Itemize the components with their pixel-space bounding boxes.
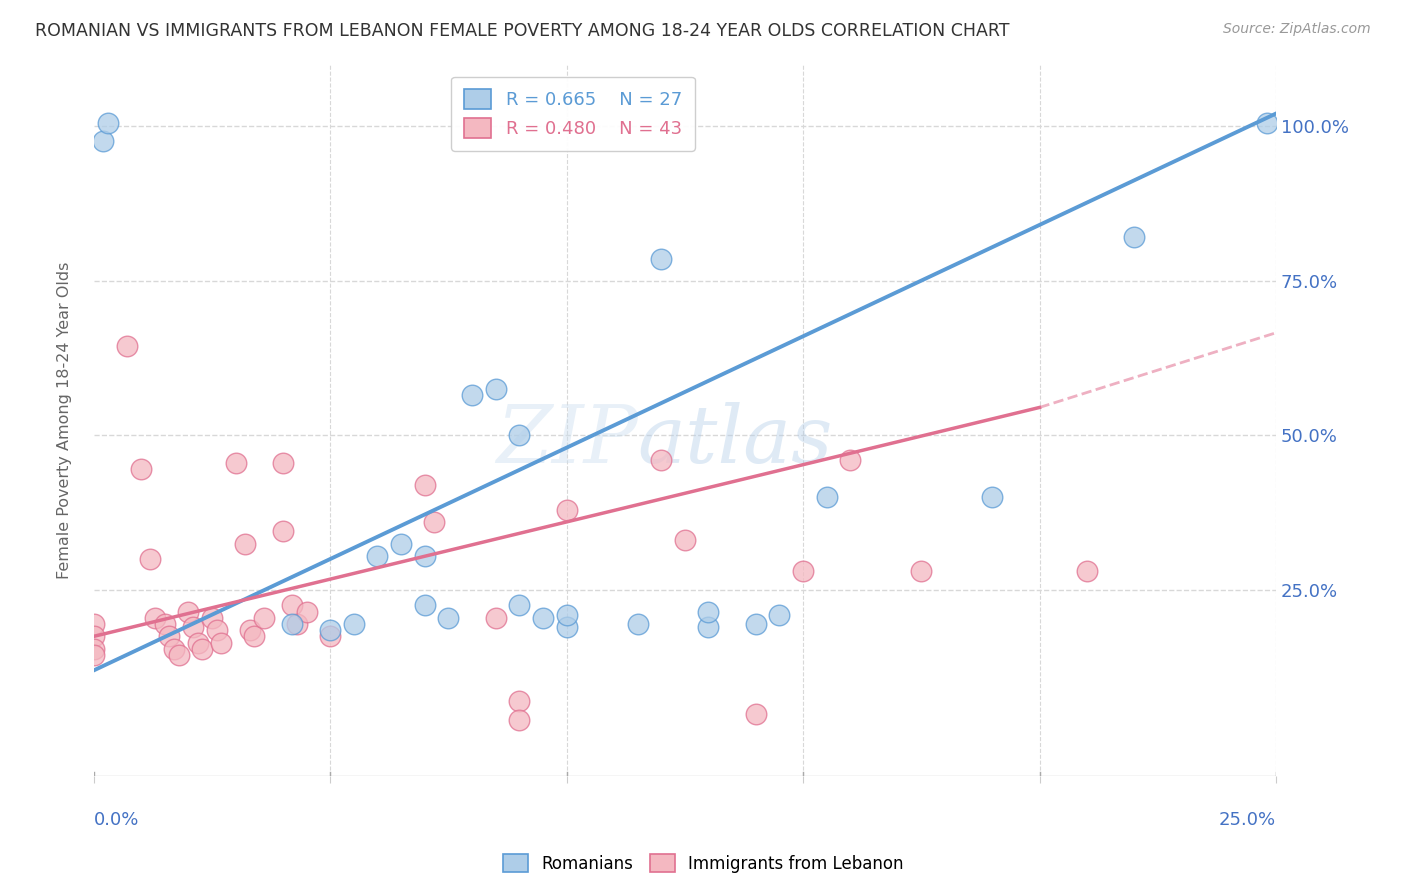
Point: [485, 382, 508, 396]
Point: [271, 456, 294, 470]
Point: [508, 599, 530, 613]
Point: [555, 502, 578, 516]
Point: [1076, 565, 1098, 579]
Point: [187, 635, 209, 649]
Y-axis label: Female Poverty Among 18-24 Year Olds: Female Poverty Among 18-24 Year Olds: [58, 261, 72, 579]
Point: [157, 629, 180, 643]
Text: 0.0%: 0.0%: [94, 811, 139, 830]
Point: [531, 611, 554, 625]
Point: [508, 428, 530, 442]
Point: [177, 605, 200, 619]
Point: [285, 617, 308, 632]
Point: [143, 611, 166, 625]
Point: [366, 549, 388, 563]
Point: [83, 641, 105, 656]
Point: [508, 713, 530, 727]
Text: 25.0%: 25.0%: [1219, 811, 1277, 830]
Point: [555, 620, 578, 634]
Point: [115, 338, 138, 352]
Point: [389, 536, 412, 550]
Point: [167, 648, 190, 662]
Point: [626, 617, 648, 632]
Point: [201, 611, 224, 625]
Point: [205, 623, 228, 637]
Point: [1256, 116, 1278, 130]
Point: [413, 549, 436, 563]
Point: [697, 605, 720, 619]
Point: [745, 617, 768, 632]
Point: [83, 648, 105, 662]
Text: ZIP: ZIP: [496, 402, 637, 480]
Legend: R = 0.665    N = 27, R = 0.480    N = 43: R = 0.665 N = 27, R = 0.480 N = 43: [451, 77, 695, 151]
Point: [233, 536, 256, 550]
Point: [281, 617, 304, 632]
Point: [839, 453, 862, 467]
Point: [191, 641, 214, 656]
Point: [437, 611, 460, 625]
Point: [225, 456, 247, 470]
Point: [153, 617, 176, 632]
Point: [97, 116, 120, 130]
Point: [253, 611, 276, 625]
Legend: Romanians, Immigrants from Lebanon: Romanians, Immigrants from Lebanon: [496, 847, 910, 880]
Point: [461, 388, 484, 402]
Point: [163, 641, 186, 656]
Point: [910, 565, 932, 579]
Point: [413, 599, 436, 613]
Point: [508, 694, 530, 708]
Point: [745, 706, 768, 721]
Point: [673, 533, 696, 548]
Point: [697, 620, 720, 634]
Point: [981, 490, 1004, 504]
Point: [181, 620, 204, 634]
Point: [129, 462, 152, 476]
Point: [413, 477, 436, 491]
Point: [271, 524, 294, 539]
Point: [343, 617, 366, 632]
Point: [792, 565, 814, 579]
Point: [555, 607, 578, 622]
Point: [768, 607, 790, 622]
Point: [319, 623, 342, 637]
Point: [239, 623, 262, 637]
Point: [423, 515, 446, 529]
Point: [209, 635, 232, 649]
Text: atlas: atlas: [637, 402, 832, 480]
Point: [83, 629, 105, 643]
Point: [650, 453, 672, 467]
Point: [243, 629, 266, 643]
Point: [91, 135, 114, 149]
Point: [485, 611, 508, 625]
Point: [281, 599, 304, 613]
Point: [650, 252, 672, 266]
Point: [1123, 230, 1146, 244]
Point: [139, 552, 162, 566]
Text: Source: ZipAtlas.com: Source: ZipAtlas.com: [1223, 22, 1371, 37]
Point: [319, 629, 342, 643]
Point: [815, 490, 838, 504]
Point: [83, 617, 105, 632]
Text: ROMANIAN VS IMMIGRANTS FROM LEBANON FEMALE POVERTY AMONG 18-24 YEAR OLDS CORRELA: ROMANIAN VS IMMIGRANTS FROM LEBANON FEMA…: [35, 22, 1010, 40]
Point: [295, 605, 318, 619]
